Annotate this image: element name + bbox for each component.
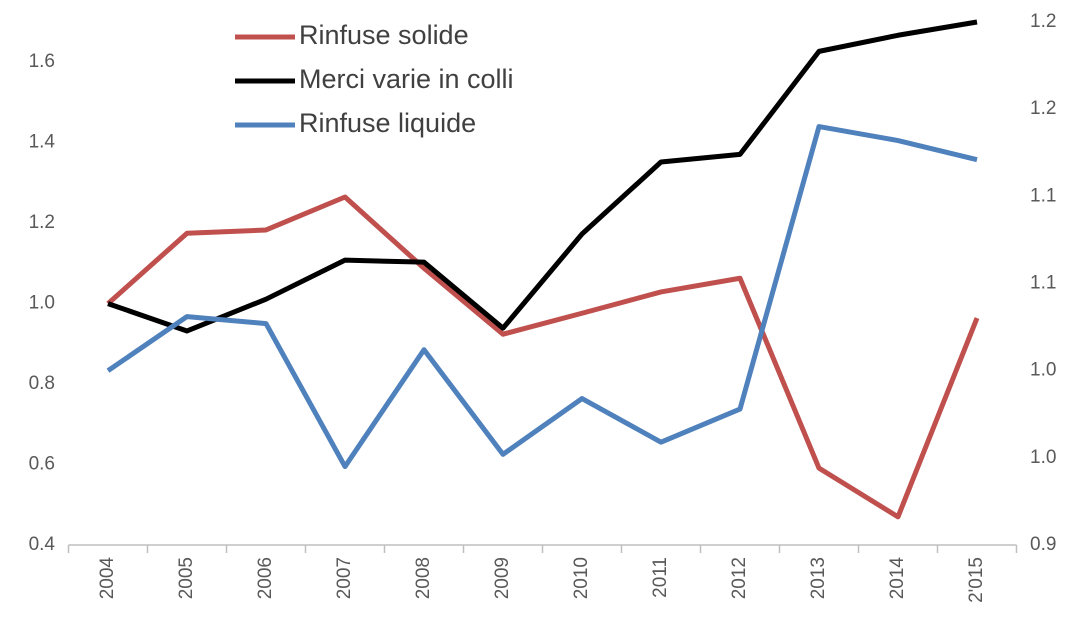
legend-label: Rinfuse liquide bbox=[299, 108, 476, 138]
x-tick-label: 2010 bbox=[571, 557, 592, 599]
x-tick-label: 2011 bbox=[650, 557, 671, 598]
y-tick-label: 1.6 bbox=[29, 51, 55, 72]
y-tick-label: 1.2 bbox=[1030, 11, 1056, 32]
legend-label: Rinfuse solide bbox=[299, 20, 469, 50]
y-tick-label: 1.2 bbox=[1030, 98, 1056, 119]
legend-label: Merci varie in colli bbox=[299, 64, 514, 94]
y-tick-label: 1.1 bbox=[1030, 273, 1056, 294]
x-tick-label: 2008 bbox=[413, 557, 434, 599]
y-tick-label: 0.8 bbox=[29, 373, 55, 394]
y-tick-label: 1.0 bbox=[1030, 360, 1056, 381]
y-tick-label: 1.4 bbox=[29, 132, 56, 153]
x-tick-label: 2012 bbox=[729, 557, 750, 599]
x-tick-label: 2'015 bbox=[966, 557, 987, 603]
x-tick-label: 2007 bbox=[334, 557, 355, 599]
y-tick-label: 0.6 bbox=[29, 454, 55, 475]
y-tick-label: 0.4 bbox=[29, 534, 56, 555]
x-tick-label: 2004 bbox=[97, 557, 118, 600]
x-tick-label: 2009 bbox=[492, 557, 513, 599]
series-line bbox=[107, 19, 978, 334]
x-tick-label: 2006 bbox=[255, 557, 276, 599]
series-line bbox=[106, 194, 980, 520]
y-tick-label: 0.9 bbox=[1030, 534, 1056, 555]
x-tick-label: 2014 bbox=[887, 557, 908, 600]
y-tick-label: 1.0 bbox=[29, 293, 55, 314]
x-tick-label: 2005 bbox=[176, 557, 197, 599]
y-tick-label: 1.1 bbox=[1030, 185, 1056, 206]
series-line bbox=[106, 124, 978, 470]
x-tick-label: 2013 bbox=[808, 557, 829, 599]
y-tick-label: 1.0 bbox=[1030, 447, 1056, 468]
y-tick-label: 1.2 bbox=[29, 212, 55, 233]
